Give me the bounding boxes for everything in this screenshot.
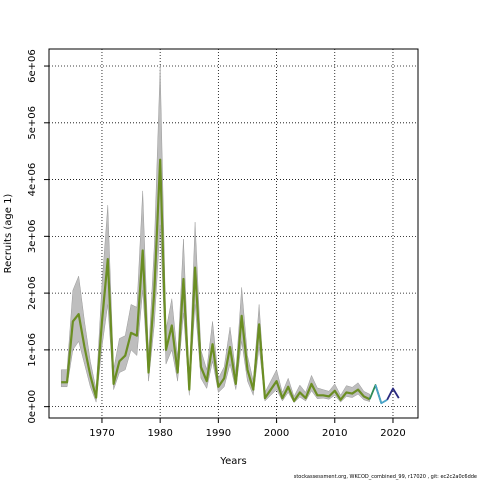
x-tick-label: 1980 <box>147 428 172 439</box>
x-tick-label: 2020 <box>380 428 405 439</box>
x-tick-label: 2010 <box>322 428 347 439</box>
recruitment-lines <box>61 158 400 405</box>
y-tick-label: 3e+06 <box>27 220 38 254</box>
plot-frame <box>48 48 419 419</box>
y-tick-label: 4e+06 <box>27 163 38 197</box>
y-tick-label: 2e+06 <box>27 276 38 310</box>
series-line <box>386 387 400 401</box>
confidence-band <box>60 66 370 404</box>
x-tick-label: 1990 <box>206 428 231 439</box>
series-line <box>374 384 388 405</box>
x-tick-label: 2000 <box>264 428 289 439</box>
y-tick-label: 1e+06 <box>27 333 38 367</box>
y-tick-label: 6e+06 <box>27 49 38 83</box>
y-tick-label: 5e+06 <box>27 106 38 140</box>
axes: 1970 1980 1990 2000 2010 2020 0e+00 1e+06 2e+06 3… <box>27 49 406 439</box>
x-tick-label: 1970 <box>89 428 114 439</box>
footer-note: stockassessment.org, WKCOD_combined_99, … <box>294 474 477 480</box>
series-line <box>61 158 371 403</box>
x-axis-title: Years <box>219 456 246 467</box>
confidence-bands <box>60 66 370 404</box>
y-axis-title: Recruits (age 1) <box>3 194 14 274</box>
y-tick-label: 0e+00 <box>27 390 38 424</box>
